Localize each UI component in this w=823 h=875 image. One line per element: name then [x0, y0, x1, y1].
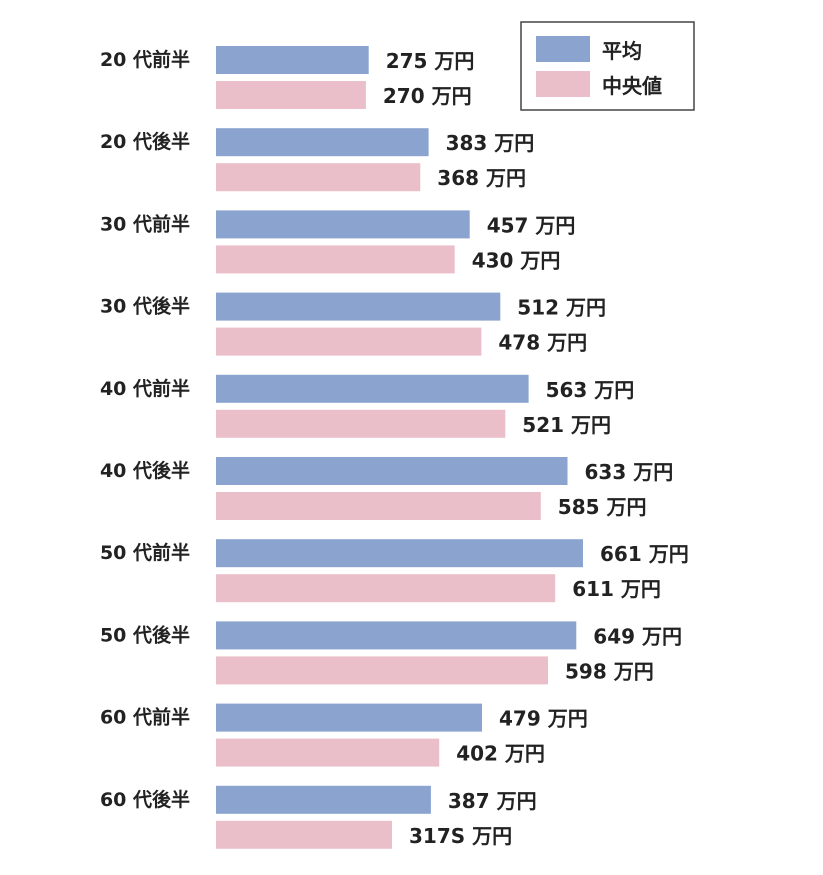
value-label-median: 368 万円 — [437, 166, 526, 190]
value-label-median: 521 万円 — [522, 413, 611, 437]
bar-average — [216, 128, 429, 157]
category-label: 60 代後半 — [100, 788, 190, 811]
bar-median — [216, 327, 482, 356]
bar-average — [216, 703, 482, 732]
bar-average — [216, 46, 369, 74]
value-label-median: 585 万円 — [558, 495, 647, 519]
value-label-median: 611 万円 — [572, 577, 661, 601]
legend-label-average: 平均 — [602, 39, 642, 63]
value-label-average: 649 万円 — [593, 624, 682, 648]
value-label-average: 633 万円 — [585, 460, 674, 484]
bar-median — [216, 409, 506, 438]
value-label-median: 430 万円 — [472, 248, 561, 272]
bar-average — [216, 621, 577, 650]
bar-average — [216, 292, 501, 321]
value-label-average: 387 万円 — [448, 789, 537, 813]
value-label-average: 512 万円 — [517, 296, 606, 320]
bar-average — [216, 785, 431, 814]
value-label-median: 317S 万円 — [409, 824, 512, 848]
bar-average — [216, 457, 568, 485]
value-label-average: 563 万円 — [546, 378, 635, 402]
category-label: 30 代後半 — [100, 295, 190, 318]
value-label-median: 270 万円 — [383, 84, 472, 108]
legend-swatch-median — [536, 71, 590, 97]
legend-swatch-average — [536, 36, 590, 62]
bar-median — [216, 492, 541, 520]
category-label: 40 代前半 — [100, 377, 190, 400]
category-label: 20 代前半 — [100, 48, 190, 71]
bar-median — [216, 163, 421, 192]
category-label: 50 代後半 — [100, 623, 190, 646]
value-label-average: 383 万円 — [446, 131, 535, 155]
bar-average — [216, 539, 583, 568]
bar-median — [216, 245, 455, 274]
category-label: 40 代後半 — [100, 459, 190, 482]
bar-median — [216, 820, 392, 849]
category-label: 30 代前半 — [100, 212, 190, 235]
value-label-median: 478 万円 — [498, 331, 587, 355]
bar-median — [216, 81, 366, 109]
bar-average — [216, 210, 470, 239]
value-label-average: 661 万円 — [600, 542, 689, 566]
category-label: 20 代後半 — [100, 130, 190, 153]
value-label-average: 479 万円 — [499, 707, 588, 731]
bar-average — [216, 374, 529, 403]
bar-median — [216, 738, 440, 767]
category-label: 50 代前半 — [100, 541, 190, 564]
value-label-average: 457 万円 — [487, 213, 576, 237]
legend-label-median: 中央値 — [602, 74, 662, 98]
value-label-median: 402 万円 — [456, 742, 545, 766]
category-label: 60 代前半 — [100, 706, 190, 729]
value-label-median: 598 万円 — [565, 659, 654, 683]
bar-median — [216, 656, 548, 685]
bar-median — [216, 574, 556, 603]
plot-area: 20 代前半 275 万円 270 万円 20 代後半 383 万円 368 万円 30 代… — [100, 46, 689, 849]
legend: 平均 中央値 — [520, 21, 695, 111]
value-label-average: 275 万円 — [386, 49, 475, 73]
